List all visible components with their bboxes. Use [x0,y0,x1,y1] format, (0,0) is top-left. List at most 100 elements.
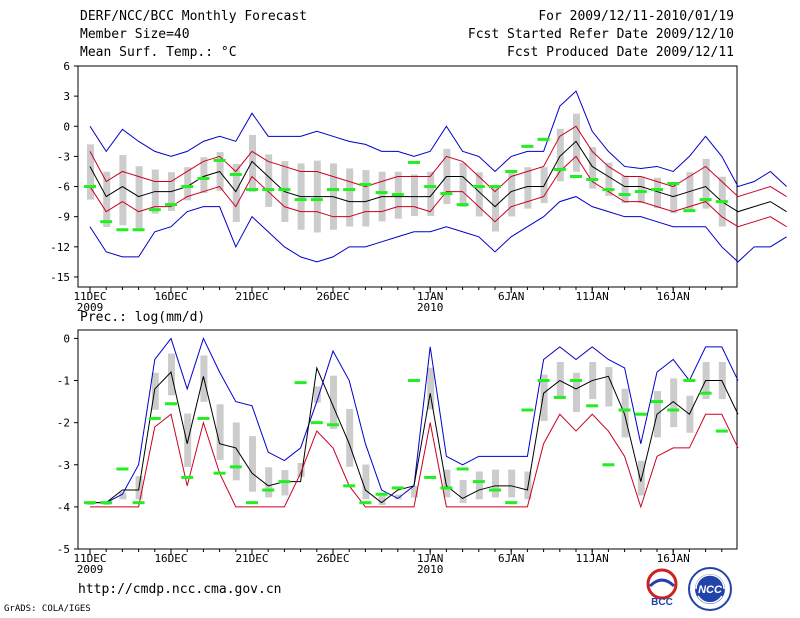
observed-mark [229,172,242,176]
x-tick-label: 16DEC [154,290,187,303]
bcc-logo-text: BCC [651,597,673,608]
observed-mark [553,167,566,171]
series-line-ensemble-mean [89,140,787,213]
y-tick-label: -12 [50,241,70,254]
observed-mark [683,379,696,383]
series-line-spread-upper [89,125,787,198]
observed-mark [424,475,437,479]
ensemble-box [135,166,143,230]
ensemble-box [362,170,370,227]
ensemble-box [475,172,483,217]
observed-mark [165,203,177,207]
observed-mark [440,192,453,196]
y-tick-label: 6 [63,60,70,73]
ensemble-box [475,471,483,500]
x-tick-label: 16JAN [657,290,690,303]
y-tick-label: -4 [57,501,71,514]
observed-mark [634,412,647,416]
ensemble-box [330,375,337,429]
y-tick-label: 0 [63,120,70,133]
observed-mark [602,188,615,192]
x-year-label: 2009 [77,301,104,314]
x-tick-label: 11DEC [73,290,106,303]
grads-credit: GrADS: COLA/IGES [4,604,91,614]
observed-mark [310,198,323,202]
observed-mark [197,416,210,420]
ensemble-box [200,157,208,194]
observed-mark [634,190,647,194]
x-tick-label: 21DEC [235,552,268,565]
ensemble-box [621,175,629,204]
observed-mark [537,379,550,383]
observed-mark [618,193,631,197]
observed-mark [84,501,96,505]
observed-mark [116,228,129,232]
precip-title: Prec.: log(mm/d) [80,310,206,325]
ensemble-box [508,172,516,217]
ensemble-box [297,463,305,477]
observed-mark [651,188,663,192]
ensemble-box [119,492,127,500]
x-tick-label: 1JAN [417,290,444,303]
observed-mark [521,408,534,412]
observed-mark [408,379,420,383]
observed-mark [213,471,226,475]
ensemble-box [605,162,613,196]
ensemble-box [670,182,678,214]
observed-mark [456,467,469,471]
ensemble-box [427,367,435,410]
ensemble-box [346,408,354,467]
observed-mark [391,486,404,490]
observed-mark [586,404,599,408]
x-year-label: 2010 [417,563,444,576]
observed-mark [165,402,177,406]
variable-label: Mean Surf. Temp.: °C [80,45,237,60]
ensemble-box [621,388,629,438]
observed-mark [310,421,323,425]
ensemble-box [119,155,127,226]
footer-url[interactable]: http://cmdp.ncc.cma.gov.cn [78,582,282,597]
start-date: Fcst Started Refer Date 2009/12/10 [467,27,734,42]
observed-mark [116,467,129,471]
ensemble-box [249,134,256,192]
ensemble-box [411,174,418,216]
header-left: DERF/NCC/BCC Monthly Forecast Member Size… [80,8,307,62]
observed-mark [618,408,631,412]
x-tick-label: 6JAN [498,290,525,303]
ensemble-box [443,469,451,498]
ensemble-box [313,386,321,403]
observed-mark [472,480,485,484]
observed-mark [553,395,566,399]
y-tick-label: -3 [57,459,70,472]
plot-frame [77,65,738,288]
observed-mark [294,381,307,385]
ensemble-box [87,144,94,200]
plot-frame [77,329,738,550]
observed-mark [440,486,453,490]
observed-mark [602,463,615,467]
ensemble-box [492,469,499,498]
bcc-logo: BCC [646,568,678,608]
chart-title: DERF/NCC/BCC Monthly Forecast [80,9,307,24]
observed-mark [213,158,226,162]
observed-mark [278,188,291,192]
observed-mark [521,144,534,148]
series-line-spread-lower [89,155,787,228]
ensemble-box [524,167,532,209]
ncc-logo: NCC [688,567,732,611]
ensemble-box [378,495,386,505]
ensemble-box [459,162,467,207]
ensemble-box [151,372,159,410]
observed-mark [229,465,242,469]
ensemble-box [540,374,548,421]
observed-mark [246,188,258,192]
ensemble-box [589,147,597,189]
ensemble-box [411,485,418,498]
observed-mark [456,203,469,207]
ensemble-box [232,422,240,481]
observed-mark [181,475,194,479]
y-tick-label: -1 [57,375,70,388]
observed-mark [132,228,145,232]
series-line-ensemble-max [89,90,787,188]
